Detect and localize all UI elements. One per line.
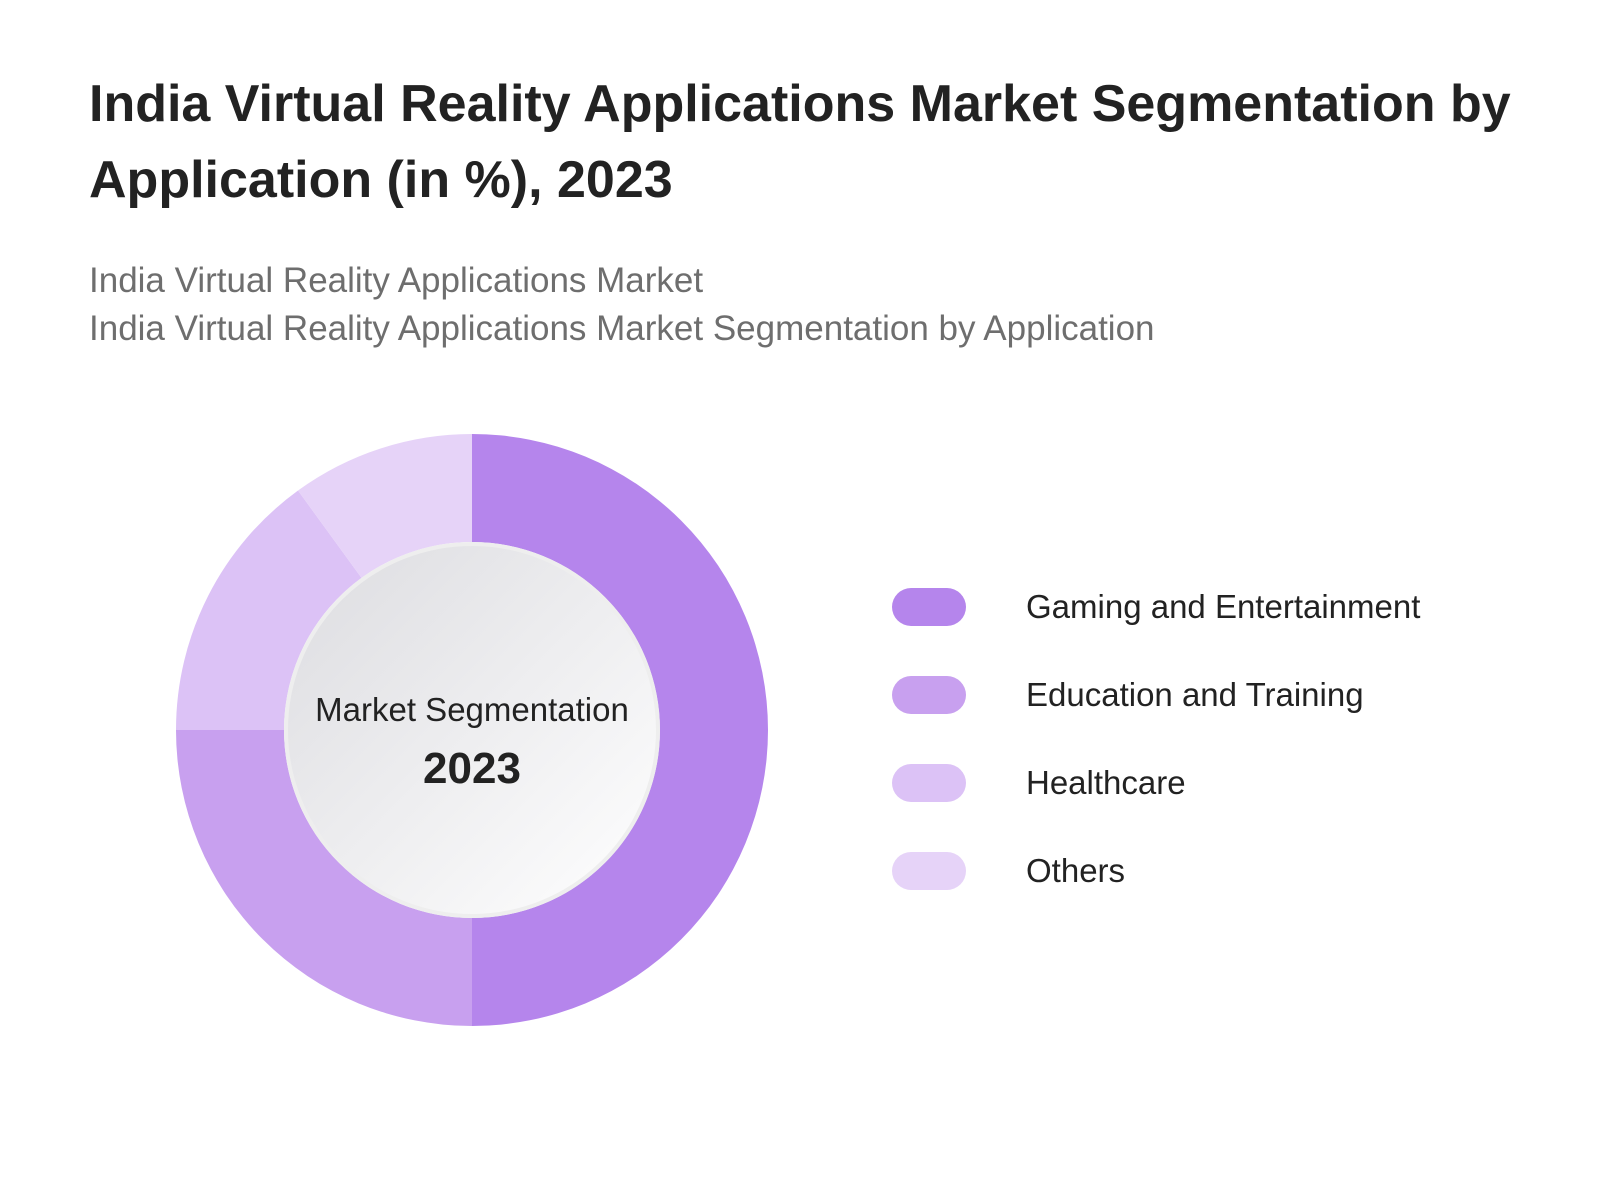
chart-title: India Virtual Reality Applications Marke… <box>89 75 1511 209</box>
donut-slice-education <box>176 730 472 1026</box>
legend-swatch <box>892 764 966 802</box>
legend-item-healthcare: Healthcare <box>892 764 1572 852</box>
chart-subtitle-segmentation: India Virtual Reality Applications Marke… <box>89 309 1155 348</box>
legend-item-gaming: Gaming and Entertainment <box>892 588 1572 676</box>
legend-swatch <box>892 588 966 626</box>
legend-item-education: Education and Training <box>892 676 1572 764</box>
donut-slices <box>176 434 768 1026</box>
legend-swatch <box>892 676 966 714</box>
donut-slice-healthcare <box>176 490 362 730</box>
legend-label: Education and Training <box>1026 676 1364 713</box>
legend: Gaming and Entertainment Education and T… <box>892 588 1572 940</box>
donut-center-disc <box>284 542 660 918</box>
chart-subtitle-market: India Virtual Reality Applications Marke… <box>89 261 704 300</box>
donut-center-label: Market Segmentation <box>315 691 629 728</box>
legend-item-others: Others <box>892 852 1572 940</box>
legend-label: Others <box>1026 852 1126 889</box>
donut-center-year: 2023 <box>423 744 521 793</box>
legend-label: Gaming and Entertainment <box>1026 588 1421 625</box>
legend-label: Healthcare <box>1026 764 1186 801</box>
legend-swatch <box>892 852 966 890</box>
donut-slice-gaming <box>472 434 768 1026</box>
donut-slice-others <box>298 434 472 578</box>
